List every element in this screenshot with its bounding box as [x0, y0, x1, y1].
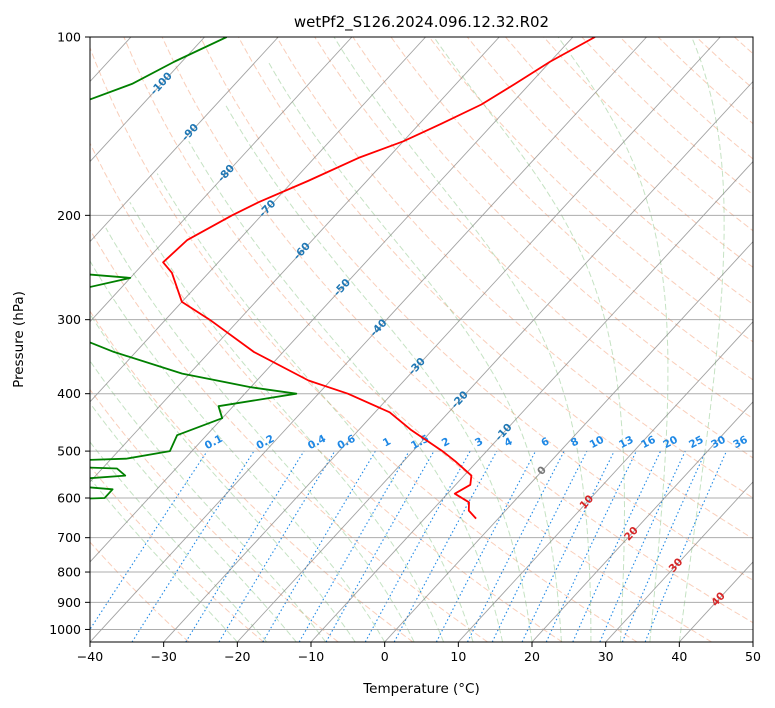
moist-adiabat [90, 477, 238, 642]
isotherm [0, 37, 57, 642]
dry-adiabat [90, 465, 264, 642]
mixing-ratio-line [599, 450, 686, 642]
isotherm [90, 37, 426, 403]
dry-adiabat [276, 37, 753, 499]
chart-title: wetPf2_S126.2024.096.12.32.R02 [294, 13, 549, 32]
mixing-ratio-line [218, 450, 336, 642]
x-tick-label: −40 [77, 649, 103, 664]
dry-adiabat [390, 37, 753, 381]
pressure-gridlines [90, 37, 753, 630]
x-tick-label: 30 [598, 649, 614, 664]
x-tick-label: 50 [745, 649, 761, 664]
isotherms [0, 37, 753, 642]
moist-adiabats [90, 37, 725, 642]
isotherm [163, 37, 721, 642]
isotherm [458, 321, 753, 642]
x-tick-label: 20 [524, 649, 540, 664]
dry-adiabat [428, 37, 753, 343]
y-tick-label: 800 [57, 565, 81, 580]
y-tick-label: 200 [57, 208, 81, 223]
isotherm [310, 160, 753, 642]
moist-adiabat [156, 173, 474, 642]
x-tick-label: 0 [381, 649, 389, 664]
y-tick-label: 900 [57, 595, 81, 610]
mixing-ratio-line [621, 450, 707, 642]
isotherm [90, 37, 647, 642]
mixing-ratio-line [364, 450, 471, 642]
mixing-ratio-line [491, 450, 588, 642]
moist-adiabat [129, 201, 445, 642]
moist-adiabat [333, 37, 592, 642]
isotherm [90, 37, 279, 243]
moist-adiabat [557, 37, 669, 642]
y-tick-label: 300 [57, 312, 81, 327]
mixing-ratio-line [90, 450, 208, 631]
moist-adiabat [90, 313, 356, 642]
temperature-line [162, 37, 596, 520]
x-tick-label: −10 [298, 649, 324, 664]
x-tick-label: 40 [671, 649, 687, 664]
mixing-ratio-line [325, 450, 435, 642]
y-axis-label: Pressure (hPa) [11, 291, 27, 388]
mixing-ratio-line [467, 450, 565, 642]
isotherm [90, 37, 205, 163]
moist-adiabat [105, 227, 415, 642]
y-tick-label: 100 [57, 30, 81, 45]
dry-adiabat [466, 37, 753, 305]
isotherm [531, 401, 753, 642]
moist-adiabat [90, 402, 297, 642]
y-axis-ticks: 100 200 300 400 500 600 700 800 900 1000 [49, 30, 90, 637]
y-tick-label: 600 [57, 491, 81, 506]
y-tick-label: 500 [57, 444, 81, 459]
y-tick-label: 400 [57, 386, 81, 401]
moist-adiabat [267, 61, 562, 642]
moist-adiabat [224, 104, 533, 642]
x-tick-label: −30 [150, 649, 176, 664]
mixing-ratio-line [131, 450, 255, 642]
y-tick-label: 1000 [49, 622, 81, 637]
dry-adiabat [90, 228, 488, 642]
isotherm [752, 641, 753, 642]
plot-frame [89, 36, 754, 643]
sounding-series [90, 37, 596, 520]
x-axis-label: Temperature (°C) [362, 681, 480, 697]
dry-adiabat [123, 37, 712, 642]
mixing-ratio-line [185, 450, 305, 642]
isotherm [90, 37, 500, 483]
isotherm [90, 37, 574, 563]
x-tick-label: 10 [450, 649, 466, 664]
dry-adiabat [314, 37, 753, 459]
dry-adiabat [90, 46, 638, 642]
isotherm [90, 37, 353, 323]
dewpoint-line [90, 37, 298, 500]
dry-adiabat [90, 142, 563, 642]
y-tick-label: 700 [57, 530, 81, 545]
x-axis-ticks: −40 −30 −20 −10 0 10 20 30 40 50 [77, 642, 761, 664]
moist-adiabat [678, 37, 725, 642]
isotherm [605, 481, 753, 642]
mixing-ratio-line [393, 450, 498, 642]
isotherm [237, 80, 753, 642]
dry-adiabat [161, 37, 753, 624]
moist-adiabat [433, 37, 625, 642]
isotherm [384, 240, 753, 642]
x-tick-label: −20 [224, 649, 250, 664]
